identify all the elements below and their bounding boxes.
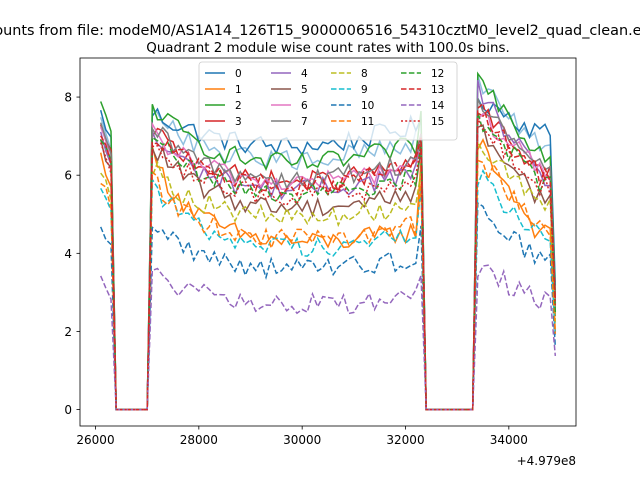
legend-label-11: 11	[361, 116, 374, 128]
legend-label-10: 10	[361, 100, 374, 112]
y-tick-label: 8	[64, 91, 72, 105]
legend-label-7: 7	[301, 116, 308, 128]
plot-lines	[99, 71, 557, 411]
legend-label-8: 8	[361, 68, 368, 80]
legend-label-0: 0	[235, 68, 242, 80]
series-line-3	[99, 108, 557, 411]
figure-suptitle: Counts from file: modeM0/AS1A14_126T15_9…	[0, 23, 640, 39]
x-tick-label: 34000	[490, 433, 528, 447]
legend-label-6: 6	[301, 100, 308, 112]
series-line-15	[99, 118, 557, 411]
x-tick-label: 30000	[283, 433, 321, 447]
legend-label-3: 3	[235, 116, 242, 128]
legend-label-1: 1	[235, 84, 242, 96]
series-line-7	[99, 98, 557, 411]
legend-box	[198, 61, 458, 141]
x-axis: 26000 28000 30000 32000 34000	[76, 426, 528, 447]
y-tick-label: 4	[64, 247, 72, 261]
legend-label-15: 15	[431, 116, 444, 128]
legend-label-14: 14	[431, 100, 445, 112]
series-line-10	[100, 201, 557, 411]
series-line-8	[100, 141, 557, 411]
legend-label-12: 12	[431, 68, 444, 80]
y-axis: 0 2 4 6 8	[64, 91, 80, 417]
series-line-14	[100, 264, 557, 411]
series-line-11	[100, 159, 557, 411]
legend-label-13: 13	[431, 84, 444, 96]
series-line-2	[99, 71, 557, 411]
x-tick-label: 32000	[386, 433, 424, 447]
y-tick-label: 0	[64, 403, 72, 417]
series-line-5	[99, 124, 557, 411]
legend-label-5: 5	[301, 84, 308, 96]
legend-label-4: 4	[301, 68, 308, 80]
series-line-13	[100, 102, 557, 411]
y-tick-label: 6	[64, 169, 72, 183]
x-tick-label: 28000	[180, 433, 218, 447]
chart-title: Quadrant 2 module wise count rates with …	[146, 41, 509, 56]
x-axis-offset-label: +4.979e8	[517, 454, 576, 468]
legend-label-9: 9	[361, 84, 368, 96]
x-tick-label: 26000	[76, 433, 114, 447]
y-tick-label: 2	[64, 325, 72, 339]
axes-frame	[79, 57, 577, 427]
legend-label-2: 2	[235, 100, 242, 112]
